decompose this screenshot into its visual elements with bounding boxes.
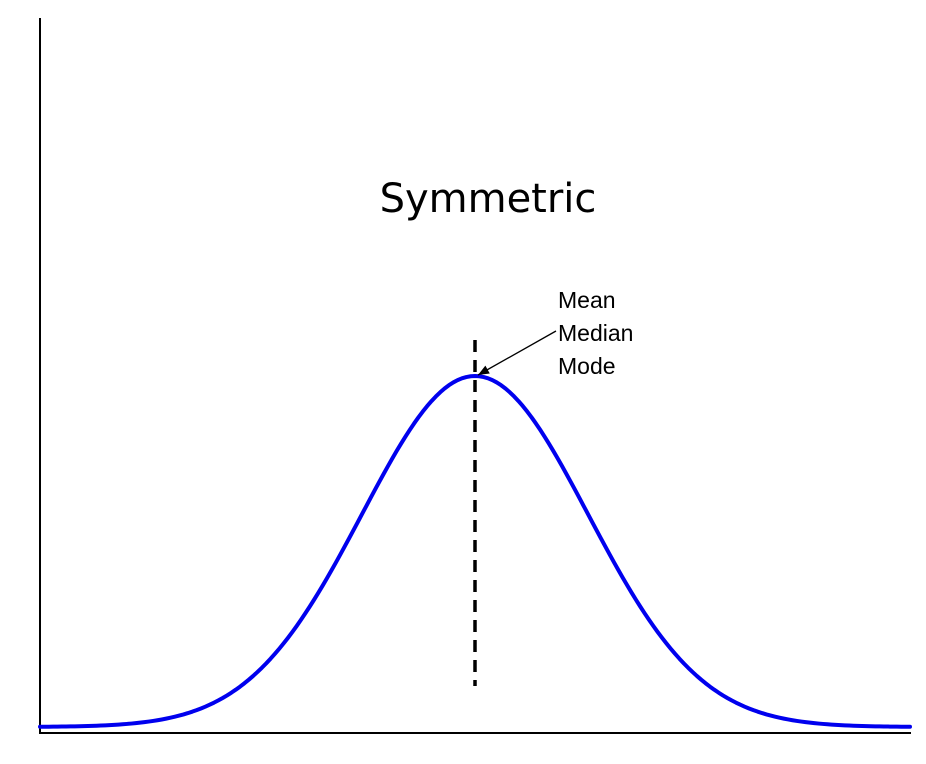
annotation-arrowhead — [478, 365, 490, 375]
label-mode: Mode — [558, 353, 616, 379]
diagram-title: Symmetric — [380, 176, 597, 222]
label-mean: Mean — [558, 287, 616, 313]
bell-curve — [38, 374, 912, 729]
label-median: Median — [558, 320, 633, 346]
annotation-pointer-line — [477, 330, 557, 376]
